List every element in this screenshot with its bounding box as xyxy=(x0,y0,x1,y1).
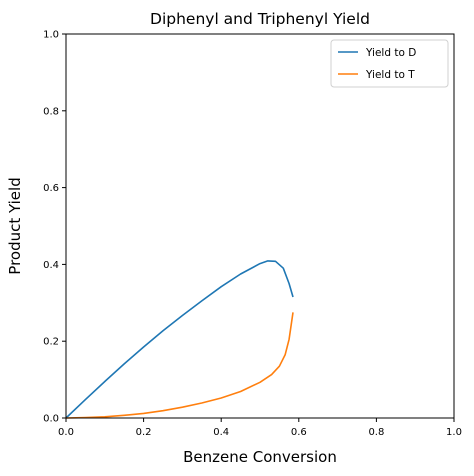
plot-area xyxy=(65,260,294,419)
x-tick-label: 0.8 xyxy=(368,427,384,438)
x-tick-label: 0.2 xyxy=(136,427,152,438)
y-axis: 0.0 0.2 0.4 0.6 0.8 1.0 xyxy=(43,30,66,425)
legend: Yield to D Yield to T xyxy=(330,39,449,88)
series-line-yield-to-t xyxy=(65,312,294,419)
x-tick-label: 1.0 xyxy=(446,427,462,438)
x-tick-label: 0.6 xyxy=(291,427,307,438)
x-tick-label: 0.4 xyxy=(213,427,229,438)
plot-frame xyxy=(65,33,455,419)
x-tick-label: 0.0 xyxy=(58,427,74,438)
y-tick-label: 0.6 xyxy=(43,183,59,194)
y-tick-label: 1.0 xyxy=(43,30,59,41)
series-line-yield-to-d xyxy=(65,260,294,419)
x-axis: 0.0 0.2 0.4 0.6 0.8 1.0 xyxy=(58,418,462,438)
y-tick-label: 0.8 xyxy=(43,106,59,117)
legend-entry: Yield to T xyxy=(365,69,415,81)
legend-entry: Yield to D xyxy=(365,47,416,59)
x-axis-label: Benzene Conversion xyxy=(183,448,337,466)
legend-box xyxy=(330,39,449,88)
y-tick-label: 0.4 xyxy=(43,260,59,271)
chart-title: Diphenyl and Triphenyl Yield xyxy=(150,10,370,28)
y-tick-label: 0.2 xyxy=(43,337,59,348)
y-axis-label: Product Yield xyxy=(6,177,24,274)
y-tick-label: 0.0 xyxy=(43,414,59,425)
